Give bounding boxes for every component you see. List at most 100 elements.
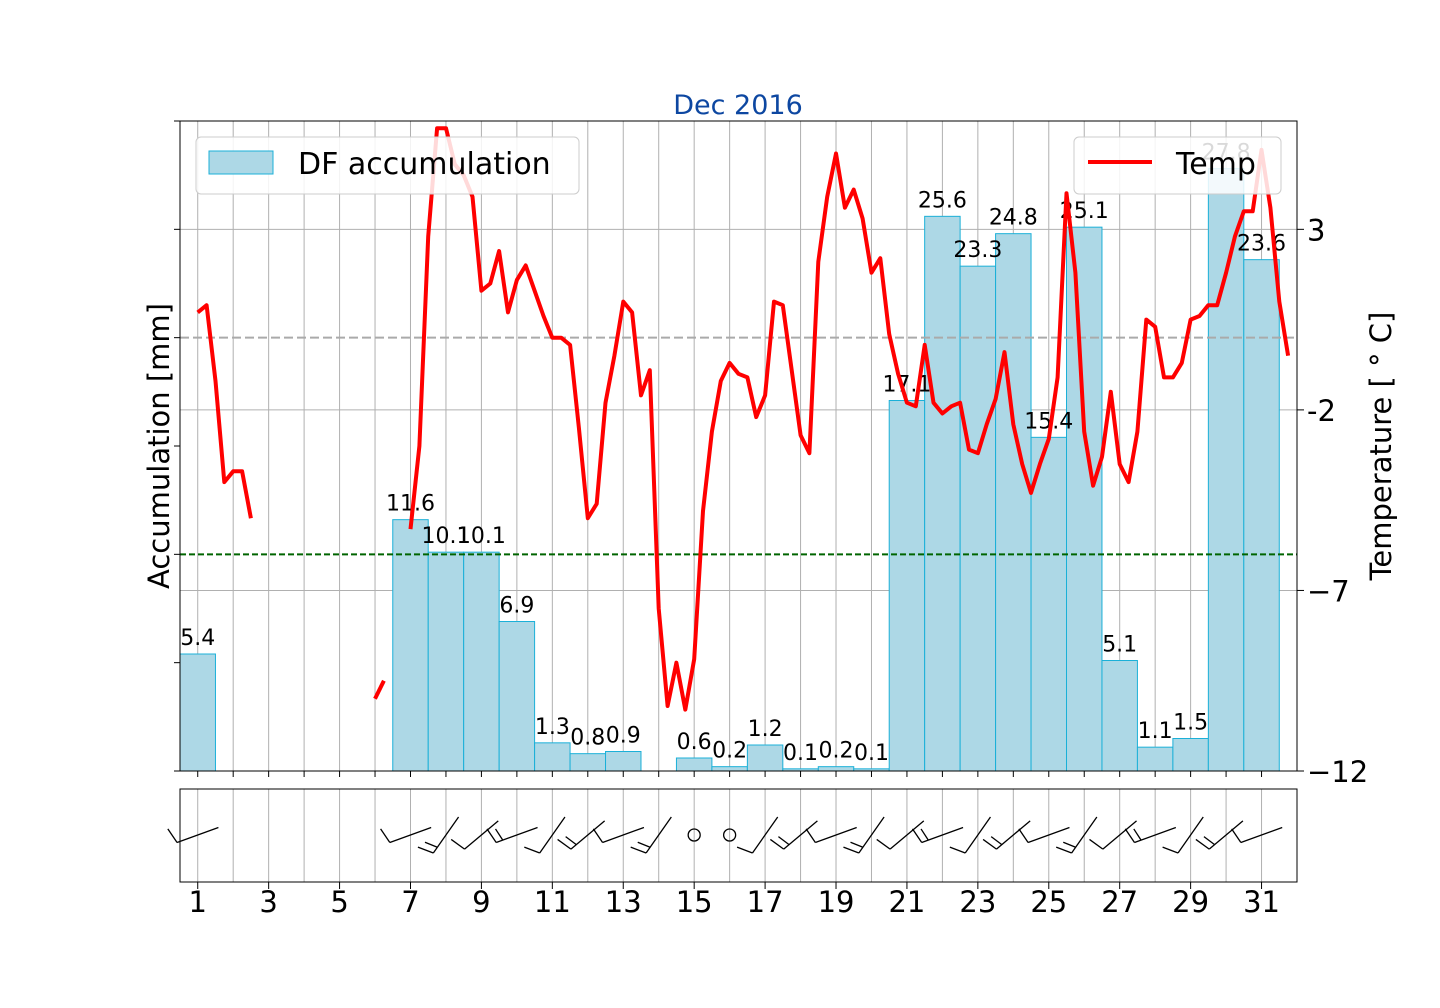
wind-barb-flag bbox=[380, 828, 391, 843]
accumulation-bar bbox=[1243, 259, 1280, 772]
bar-value-label: 0.8 bbox=[570, 726, 605, 751]
legend-accumulation-box bbox=[195, 136, 580, 195]
bar-value-label: 0.2 bbox=[712, 739, 747, 764]
bar-value-label: 24.8 bbox=[989, 206, 1038, 231]
wind-barb-shaft bbox=[570, 820, 606, 850]
wind-barb bbox=[1089, 820, 1137, 850]
wind-barb-flag bbox=[1203, 836, 1215, 846]
accumulation-bar bbox=[817, 766, 855, 772]
x-axis-tick-label: 11 bbox=[534, 885, 571, 919]
x-axis-tick-label: 25 bbox=[1030, 885, 1067, 919]
wind-barb-shaft bbox=[996, 820, 1031, 850]
accumulation-bar bbox=[1136, 746, 1174, 772]
bar-value-label: 1.5 bbox=[1173, 711, 1208, 736]
wind-barb-flag bbox=[557, 838, 572, 850]
accumulation-bars bbox=[179, 168, 1280, 772]
accumulation-bar bbox=[924, 215, 961, 772]
wind-barb-shaft bbox=[858, 816, 885, 854]
wind-barb-flag bbox=[1162, 846, 1179, 854]
bar-value-labels: 5.411.610.110.16.91.3 0.8 0.9 0.6 0.21.20.1 0… bbox=[180, 141, 1286, 766]
wind-barb-shaft bbox=[176, 826, 219, 844]
legend-accumulation-swatch bbox=[208, 150, 274, 175]
temperature-series bbox=[196, 126, 1291, 712]
wind-barb-shaft bbox=[495, 826, 538, 844]
wind-barb-flag bbox=[630, 846, 647, 854]
accumulation-bar bbox=[427, 551, 465, 772]
x-axis-tick-label: 7 bbox=[401, 885, 419, 919]
right-axis-tick-label: −7 bbox=[1307, 574, 1350, 608]
x-axis-tick-label: 9 bbox=[472, 885, 490, 919]
wind-plot-area bbox=[180, 789, 1297, 882]
x-axis-tick-label: 3 bbox=[259, 885, 277, 919]
wind-barb-flag bbox=[843, 846, 860, 854]
wind-barb bbox=[167, 826, 219, 844]
wind-barb-shaft bbox=[921, 826, 964, 844]
bar-value-label: 17.1 bbox=[882, 373, 931, 398]
wind-barb-shaft bbox=[464, 820, 499, 850]
temperature-line-segment bbox=[408, 126, 1291, 712]
right-axis-tick-label: 3 bbox=[1307, 213, 1325, 247]
wind-barb-flag bbox=[1018, 828, 1029, 843]
wind-barb-shaft bbox=[751, 816, 779, 854]
bar-value-label: 0.2 bbox=[819, 739, 854, 764]
wind-barb-flag bbox=[736, 846, 753, 854]
wind-barb bbox=[1018, 826, 1070, 844]
chart-title: Dec 2016 bbox=[673, 90, 803, 121]
wind-barb-shaft bbox=[1134, 826, 1177, 844]
wind-barb bbox=[486, 826, 538, 844]
reference-lines bbox=[180, 336, 1297, 556]
temperature-line-segment bbox=[196, 303, 253, 519]
legend-temp-label: Temp bbox=[1175, 147, 1256, 182]
wind-barb-shaft bbox=[1027, 826, 1070, 844]
accumulation-bar bbox=[392, 519, 429, 772]
accumulation-bar bbox=[1172, 738, 1209, 772]
wind-calm-circle bbox=[722, 828, 737, 842]
wind-barb bbox=[769, 820, 818, 850]
x-axis-tick-label: 15 bbox=[676, 885, 713, 919]
wind-barb-shaft bbox=[1102, 820, 1137, 850]
accumulation-bar bbox=[498, 621, 536, 772]
accumulation-bar bbox=[534, 742, 571, 772]
wind-barb-shaft bbox=[539, 816, 566, 854]
accumulation-bar bbox=[1101, 660, 1138, 772]
wind-barb-flag bbox=[1133, 828, 1142, 841]
wind-barb bbox=[450, 820, 499, 850]
left-axis-label: Accumulation [mm] bbox=[142, 303, 176, 589]
wind-barb bbox=[805, 826, 857, 844]
bar-value-label: 5.1 bbox=[1102, 633, 1137, 658]
wind-barb bbox=[949, 816, 992, 854]
bar-value-label: 6.9 bbox=[499, 594, 534, 619]
x-axis-tick-label: 21 bbox=[888, 885, 925, 919]
wind-barb bbox=[911, 826, 964, 844]
right-axis-tick-label: -2 bbox=[1307, 394, 1336, 428]
wind-barb bbox=[630, 816, 672, 854]
accumulation-bar bbox=[1066, 226, 1103, 772]
wind-barb-shaft bbox=[889, 820, 925, 850]
bar-value-label: 10.1 bbox=[457, 524, 506, 549]
wind-barb-flag bbox=[850, 841, 864, 848]
wind-barb-flag bbox=[1089, 838, 1104, 850]
bar-value-label: 0.6 bbox=[677, 730, 712, 755]
wind-barbs bbox=[167, 816, 1283, 854]
wind-barb-flag bbox=[1063, 841, 1076, 848]
wind-barb-flag bbox=[1231, 828, 1242, 843]
wind-barb-flag bbox=[637, 841, 651, 848]
wind-barb-flag bbox=[450, 838, 465, 850]
wind-barb-flag bbox=[486, 828, 497, 843]
accumulation-bar bbox=[605, 751, 642, 772]
wind-barb-flag bbox=[920, 828, 929, 841]
bar-value-label: 25.6 bbox=[918, 188, 967, 213]
main-axes: 5.411.610.110.16.91.3 0.8 0.9 0.6 0.21.20.1 0… bbox=[174, 120, 1368, 789]
wind-barb-flag bbox=[982, 838, 997, 850]
wind-barb-shaft bbox=[783, 820, 818, 850]
accumulation-bar bbox=[711, 766, 748, 772]
wind-barb-shaft bbox=[602, 826, 645, 844]
x-axis-tick-label: 23 bbox=[959, 885, 996, 919]
wind-barb-flag bbox=[1195, 838, 1210, 850]
accumulation-bar bbox=[1030, 436, 1068, 772]
wind-barb bbox=[1055, 816, 1098, 854]
wind-barb-shaft bbox=[645, 816, 672, 854]
accumulation-bar bbox=[888, 400, 926, 772]
wind-barb-flag bbox=[417, 846, 434, 854]
